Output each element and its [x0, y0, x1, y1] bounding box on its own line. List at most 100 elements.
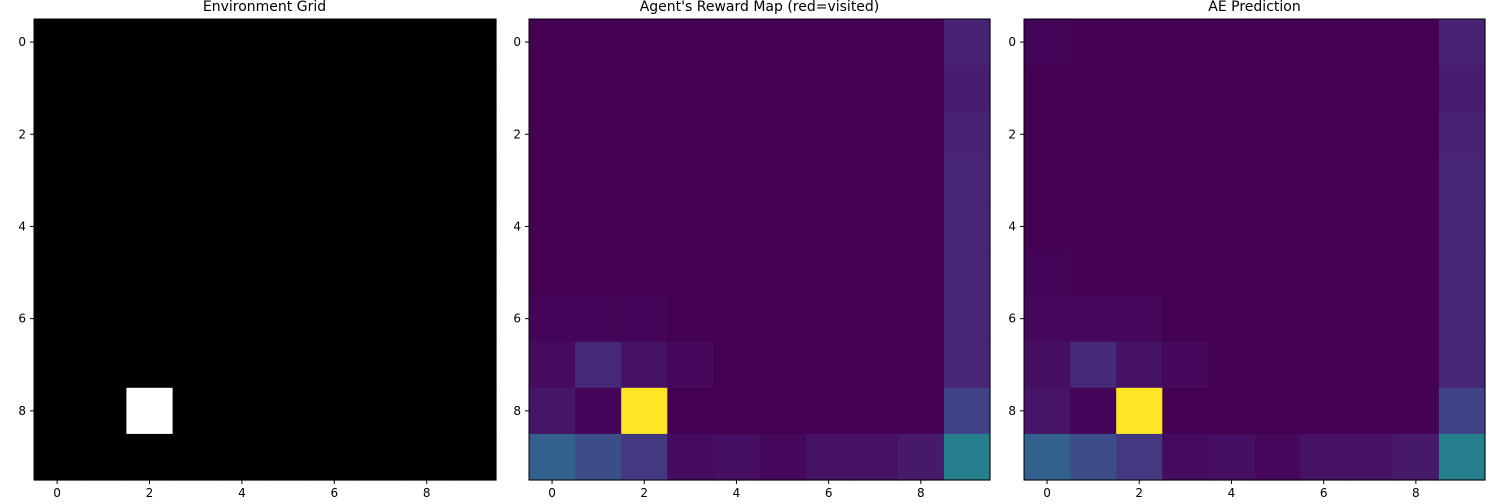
heatmap-cell [1438, 111, 1486, 158]
heatmap-cell [1208, 203, 1256, 251]
heatmap-cell [403, 157, 451, 204]
heatmap-cell [403, 433, 451, 481]
heatmap-cell [529, 341, 576, 389]
heatmap-cell [80, 19, 127, 66]
heatmap-cell [1208, 387, 1256, 435]
heatmap-cell [897, 341, 945, 389]
heatmap-cell [1300, 387, 1348, 435]
heatmap-cell [449, 111, 497, 158]
heatmap-cell [311, 249, 358, 297]
heatmap-cell [1438, 203, 1486, 251]
heatmap-cell [34, 387, 81, 435]
heatmap-cell [713, 111, 761, 158]
heatmap-cell [1162, 111, 1209, 158]
heatmap-cell [80, 433, 127, 481]
heatmap-cell [126, 341, 174, 389]
heatmap-cell [943, 19, 991, 66]
heatmap-cell [621, 387, 668, 435]
heatmap-cell [1438, 387, 1486, 435]
axis-ticks: 0 2 4 6 8 0 2 4 6 8 [513, 35, 924, 500]
x-tick-label: 2 [1135, 486, 1143, 500]
heatmap-cell [529, 19, 576, 66]
heatmap-cell [713, 157, 761, 204]
heatmap-cell [943, 111, 991, 158]
heatmap-cell [1254, 157, 1302, 204]
heatmap-cell [357, 249, 405, 297]
heatmap-cell [759, 249, 807, 297]
heatmap-cell [1254, 203, 1302, 251]
heatmap-cell [1392, 157, 1440, 204]
heatmap-cell [357, 387, 405, 435]
x-tick-label: 4 [1228, 486, 1236, 500]
heatmap-cell [218, 157, 266, 204]
heatmap-cell [1300, 19, 1348, 66]
heatmap-cell [575, 19, 622, 66]
heatmap-cell [667, 249, 714, 297]
heatmap-cell [1300, 433, 1348, 481]
heatmap-cell [759, 111, 807, 158]
heatmap-cell [575, 65, 622, 112]
y-tick-label: 4 [18, 219, 26, 233]
panel-title: Agent's Reward Map (red=visited) [640, 0, 880, 15]
heatmap-cell [1116, 65, 1163, 112]
heatmap-cells [529, 19, 991, 481]
y-tick-label: 8 [1008, 404, 1016, 418]
heatmap-cell [805, 341, 853, 389]
heatmap-cell [575, 295, 622, 343]
heatmap-cell [1070, 111, 1117, 158]
heatmap-cells [1024, 19, 1486, 481]
heatmap-cell [311, 295, 358, 343]
heatmap-cell [357, 341, 405, 389]
heatmap-cell [851, 157, 899, 204]
heatmap-cell [1116, 19, 1163, 66]
heatmap-cell [759, 387, 807, 435]
y-tick-label: 6 [18, 312, 26, 326]
heatmap-cell [575, 341, 622, 389]
heatmap-cell [311, 65, 358, 112]
heatmap-cell [621, 249, 668, 297]
heatmap-cell [172, 157, 220, 204]
heatmap-cell [897, 203, 945, 251]
heatmap-cell [621, 341, 668, 389]
heatmap-cell [449, 203, 497, 251]
y-tick-label: 4 [1008, 219, 1016, 233]
heatmap-cell [713, 341, 761, 389]
heatmap-cell [621, 203, 668, 251]
heatmap-cell [667, 157, 714, 204]
heatmap-cell [126, 19, 174, 66]
heatmap-cell [1070, 19, 1117, 66]
heatmap-cell [403, 341, 451, 389]
heatmap-cell [943, 341, 991, 389]
panel-environment-grid: Environment Grid 0 2 4 6 8 0 2 4 6 8 [18, 0, 497, 500]
heatmap-cell [1024, 65, 1071, 112]
heatmap-cell [529, 295, 576, 343]
heatmap-cell [449, 157, 497, 204]
heatmap-cell [1346, 203, 1394, 251]
heatmap-cell [805, 249, 853, 297]
heatmap-cell [943, 65, 991, 112]
heatmap-cell [621, 433, 668, 481]
heatmap-cell [126, 203, 174, 251]
heatmap-cell [1392, 65, 1440, 112]
heatmap-cell [1116, 249, 1163, 297]
heatmap-cell [1392, 433, 1440, 481]
heatmap-cell [943, 157, 991, 204]
heatmap-cell [575, 433, 622, 481]
heatmap-cell [1162, 433, 1209, 481]
heatmap-cell [1438, 341, 1486, 389]
heatmap-cell [265, 111, 312, 158]
heatmap-cell [851, 65, 899, 112]
heatmap-cell [621, 111, 668, 158]
heatmap-cell [1300, 295, 1348, 343]
axis-ticks: 0 2 4 6 8 0 2 4 6 8 [18, 35, 430, 500]
heatmap-cells [34, 19, 497, 481]
heatmap-cell [126, 387, 174, 435]
heatmap-cell [713, 203, 761, 251]
heatmap-cell [265, 295, 312, 343]
heatmap-cell [667, 387, 714, 435]
heatmap-cell [126, 295, 174, 343]
x-tick-label: 8 [917, 486, 925, 500]
heatmap-cell [1070, 65, 1117, 112]
heatmap-cell [1024, 203, 1071, 251]
heatmap-cell [713, 249, 761, 297]
